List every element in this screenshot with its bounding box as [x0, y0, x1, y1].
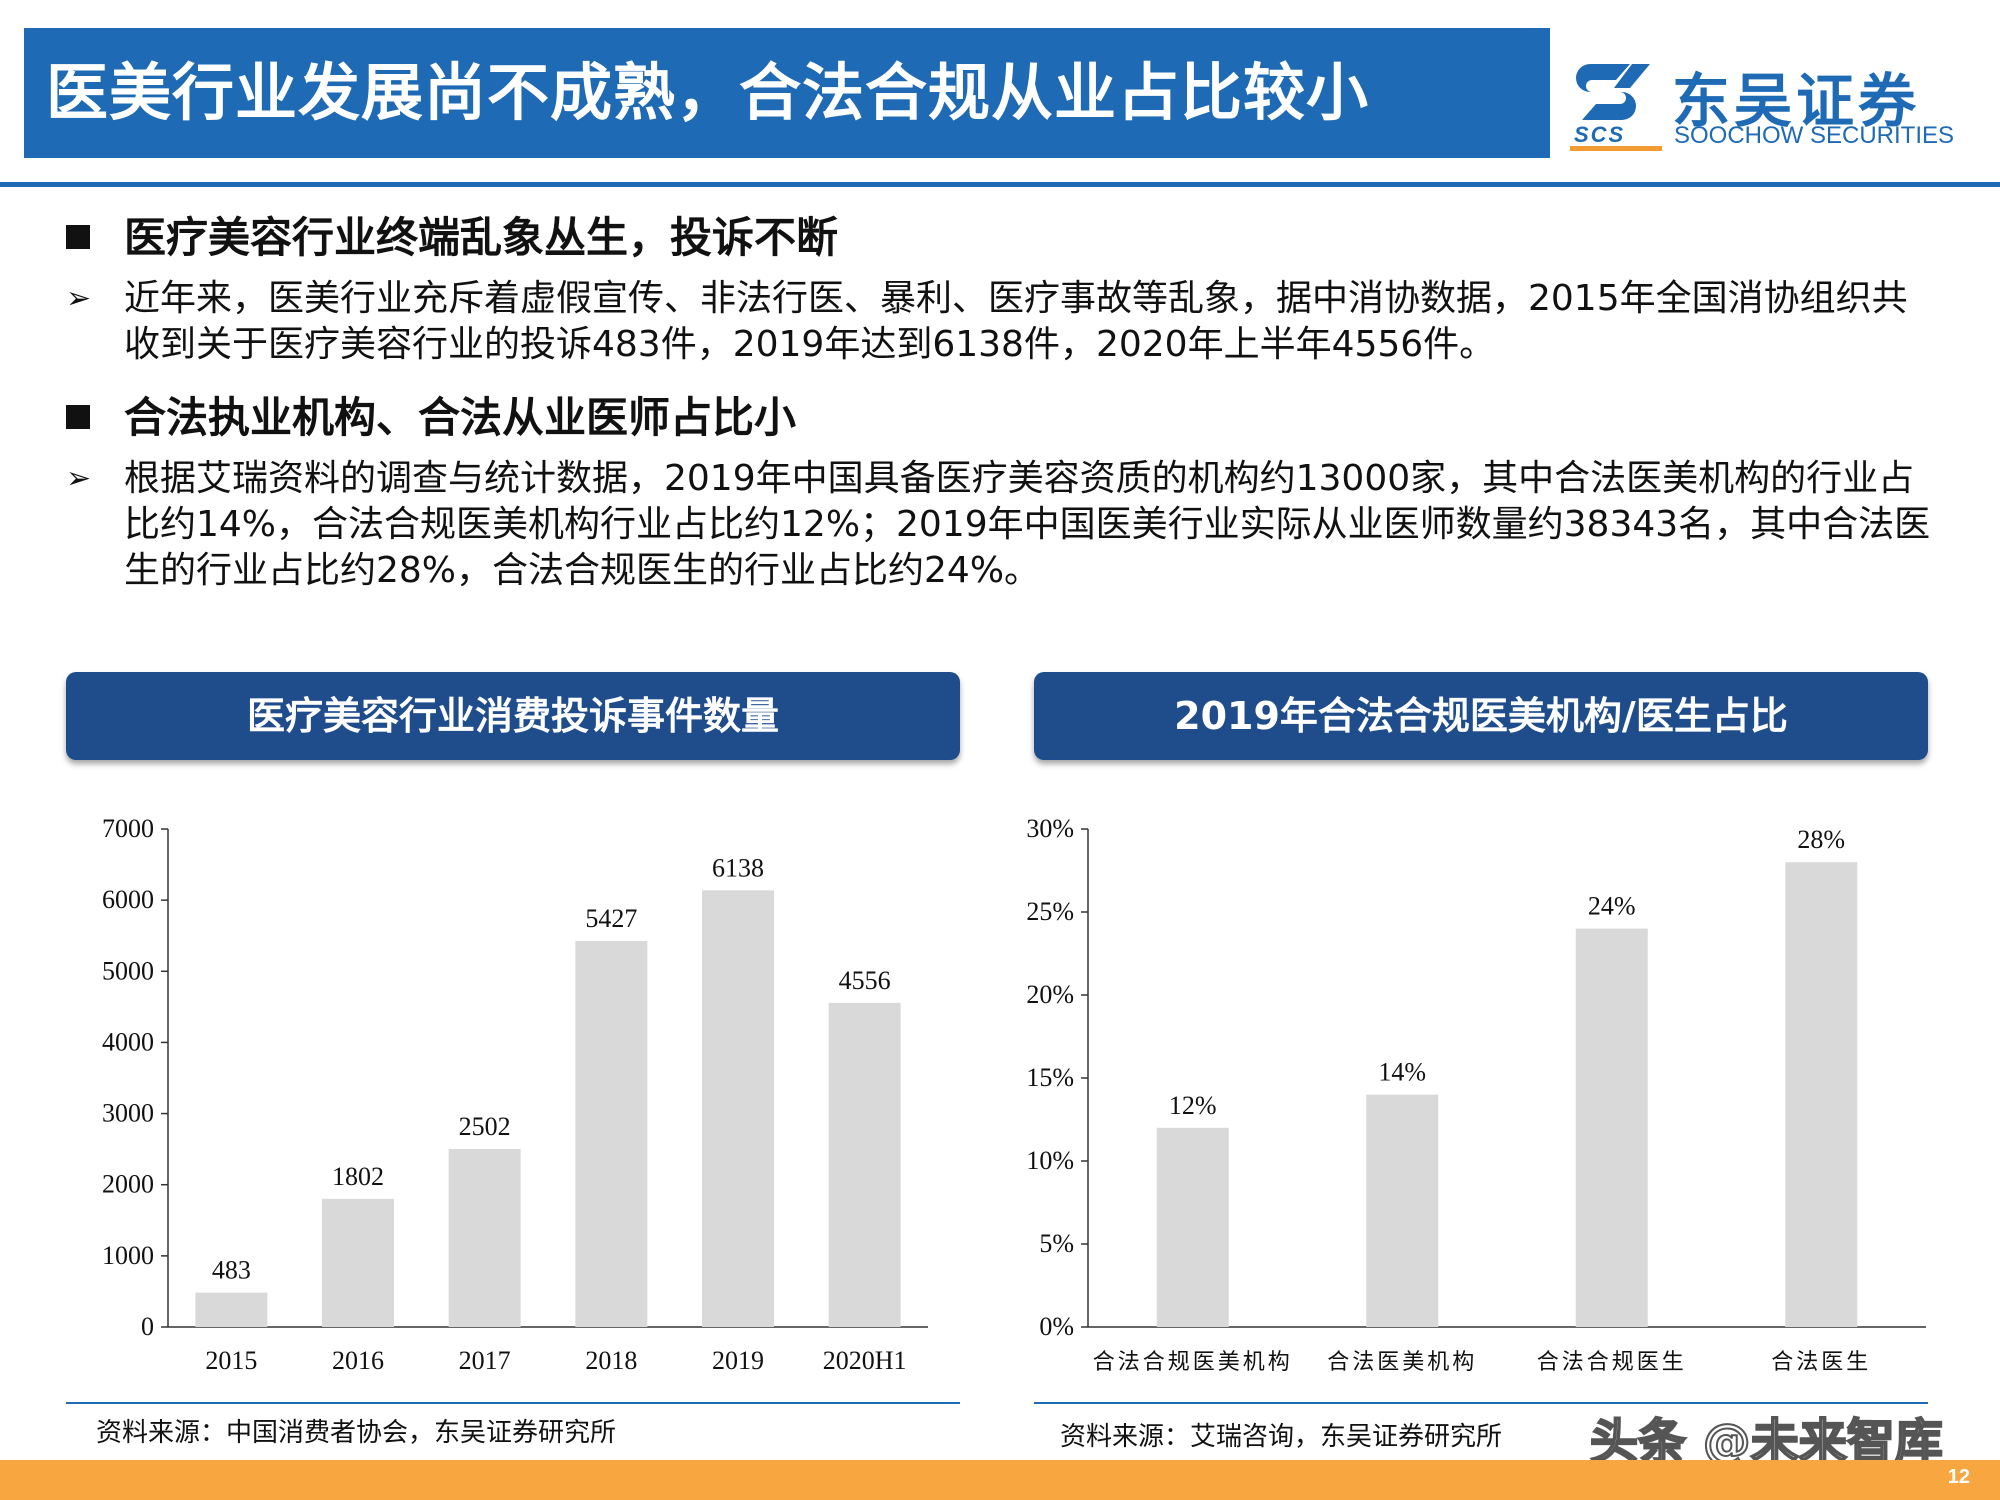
section-bullet-1: ➢ 近年来，医美行业充斥着虚假宣传、非法行医、暴利、医疗事故等乱象，据中消协数据… — [66, 276, 1936, 368]
bar — [702, 890, 774, 1327]
category-label: 合法医生 — [1771, 1349, 1871, 1374]
section-heading-text: 医疗美容行业终端乱象丛生，投诉不断 — [124, 213, 839, 262]
bar — [575, 940, 648, 1327]
chart-2-source: 资料来源：艾瑞咨询，东吴证券研究所 — [1060, 1422, 1503, 1452]
header-divider — [0, 182, 2000, 187]
category-label: 合法合规医生 — [1537, 1349, 1687, 1374]
data-label: 2502 — [459, 1112, 511, 1141]
data-label: 6138 — [712, 853, 764, 882]
logo-mark-icon — [1576, 64, 1650, 120]
bar — [195, 1292, 268, 1327]
data-label: 28% — [1797, 825, 1845, 854]
y-tick-label: 7000 — [102, 814, 154, 843]
bullet-text: 根据艾瑞资料的调查与统计数据，2019年中国具备医疗美容资质的机构约13000家… — [124, 458, 1931, 591]
logo-name-cn: 东吴证券 — [1672, 67, 1921, 135]
header-bar: 医美行业发展尚不成熟，合法合规从业占比较小 — [24, 28, 1550, 158]
y-tick-label: 20% — [1026, 980, 1074, 1009]
bar — [1785, 862, 1858, 1327]
category-label: 2019 — [712, 1346, 764, 1375]
y-tick-label: 4000 — [102, 1027, 154, 1056]
category-label: 合法医美机构 — [1327, 1349, 1477, 1374]
data-label: 5427 — [585, 904, 637, 933]
data-label: 483 — [212, 1256, 251, 1285]
y-tick-label: 25% — [1026, 897, 1074, 926]
page-number: 12 — [1947, 1466, 1970, 1488]
bar — [448, 1149, 521, 1327]
footer-bar — [0, 1460, 2000, 1500]
y-tick-label: 5000 — [102, 956, 154, 985]
page-title: 医美行业发展尚不成熟，合法合规从业占比较小 — [46, 56, 1370, 129]
data-label: 12% — [1169, 1091, 1217, 1120]
y-tick-label: 6000 — [102, 885, 154, 914]
chart-2-source-divider — [1034, 1402, 1928, 1404]
logo-underline — [1570, 146, 1662, 151]
chart-1-title: 医疗美容行业消费投诉事件数量 — [66, 672, 960, 760]
data-label: 24% — [1588, 892, 1636, 921]
category-label: 合法合规医美机构 — [1093, 1349, 1293, 1374]
bar — [828, 1002, 901, 1327]
square-bullet-icon — [66, 224, 90, 249]
y-tick-label: 30% — [1026, 814, 1074, 843]
logo-abbr: SCS — [1574, 122, 1626, 147]
arrow-bullet-icon: ➢ — [66, 461, 92, 496]
section-heading-1: 医疗美容行业终端乱象丛生，投诉不断 — [66, 204, 838, 265]
logo-name-en: SOOCHOW SECURITIES — [1674, 122, 1955, 149]
bar — [1156, 1127, 1229, 1327]
y-tick-label: 3000 — [102, 1099, 154, 1128]
category-label: 2020H1 — [823, 1346, 907, 1375]
bar — [322, 1198, 394, 1327]
y-tick-label: 2000 — [102, 1170, 154, 1199]
chart-1-source-divider — [66, 1402, 960, 1404]
square-bullet-icon — [66, 404, 90, 429]
bar — [1366, 1094, 1439, 1327]
category-label: 2018 — [585, 1346, 637, 1375]
category-label: 2017 — [459, 1346, 511, 1375]
data-label: 4556 — [839, 966, 891, 995]
chart-1-source: 资料来源：中国消费者协会，东吴证券研究所 — [96, 1418, 617, 1448]
section-heading-text: 合法执业机构、合法从业医师占比小 — [124, 393, 797, 442]
bar — [1575, 928, 1648, 1327]
arrow-bullet-icon: ➢ — [66, 281, 92, 316]
data-label: 1802 — [332, 1162, 384, 1191]
compliance-ratio-bar-chart: 0% 5% 10% 15% 20% 25% 30% 12% 合法合规医美机构 14% 合法医美机构 2… — [1026, 814, 1926, 1374]
section-bullet-2: ➢ 根据艾瑞资料的调查与统计数据，2019年中国具备医疗美容资质的机构约1300… — [66, 456, 1936, 594]
chart-2-title: 2019年合法合规医美机构/医生占比 — [1034, 672, 1928, 760]
y-tick-label: 15% — [1026, 1063, 1074, 1092]
section-heading-2: 合法执业机构、合法从业医师占比小 — [66, 384, 796, 445]
data-label: 14% — [1378, 1058, 1426, 1087]
complaints-bar-chart: 0 1000 2000 3000 4000 5000 6000 7000 483 2015 1802… — [102, 814, 928, 1375]
y-tick-label: 10% — [1026, 1146, 1074, 1175]
category-label: 2015 — [205, 1346, 257, 1375]
y-tick-label: 1000 — [102, 1241, 154, 1270]
bullet-text: 近年来，医美行业充斥着虚假宣传、非法行医、暴利、医疗事故等乱象，据中消协数据，2… — [124, 278, 1908, 365]
company-logo: SCS 东吴证券 SOOCHOW SECURITIES — [1570, 52, 1980, 152]
y-tick-label: 5% — [1039, 1229, 1074, 1258]
y-tick-label: 0% — [1039, 1312, 1074, 1341]
y-tick-label: 0 — [141, 1312, 154, 1341]
category-label: 2016 — [332, 1346, 384, 1375]
